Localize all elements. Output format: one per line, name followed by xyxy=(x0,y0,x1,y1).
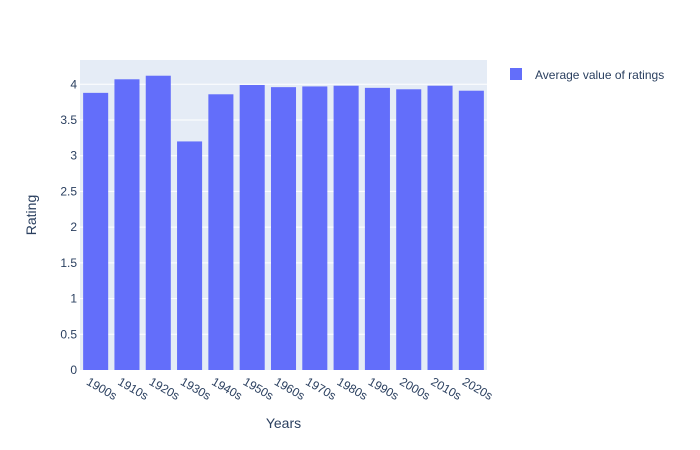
bars xyxy=(83,75,484,371)
bar-1930s[interactable] xyxy=(177,141,203,370)
x-tick-label: 2020s xyxy=(460,374,495,402)
y-tick-label: 2 xyxy=(70,220,77,234)
legend-swatch[interactable] xyxy=(510,68,522,80)
x-tick-label: 1990s xyxy=(366,374,401,402)
y-tick-label: 2.5 xyxy=(60,184,77,198)
y-tick-label: 1 xyxy=(70,292,77,306)
bar-1900s[interactable] xyxy=(83,92,109,370)
y-tick-label: 3 xyxy=(70,149,77,163)
y-tick-label: 1.5 xyxy=(60,256,77,270)
x-tick-label: 1970s xyxy=(303,374,338,402)
legend-label[interactable]: Average value of ratings xyxy=(535,68,664,82)
bar-1950s[interactable] xyxy=(239,85,265,370)
bar-1920s[interactable] xyxy=(145,75,171,370)
x-tick-label: 1930s xyxy=(178,374,213,402)
x-tick-label: 1940s xyxy=(209,374,244,402)
bar-1980s[interactable] xyxy=(333,85,359,370)
x-tick-label: 2000s xyxy=(397,374,432,402)
bar-2020s[interactable] xyxy=(458,90,484,370)
x-tick-label: 1920s xyxy=(147,374,182,402)
x-tick-label: 2010s xyxy=(429,374,464,402)
bar-2000s[interactable] xyxy=(396,89,422,371)
bar-1960s[interactable] xyxy=(270,87,297,371)
x-axis-title: Years xyxy=(266,415,301,431)
y-tick-label: 4 xyxy=(70,77,77,91)
bar-1990s[interactable] xyxy=(364,87,390,370)
x-tick-label: 1960s xyxy=(272,374,307,402)
x-tick-label: 1910s xyxy=(115,374,150,402)
bar-1910s[interactable] xyxy=(114,79,140,371)
bar-2010s[interactable] xyxy=(427,85,453,370)
x-axis-ticks: 1900s1910s1920s1930s1940s1950s1960s1970s… xyxy=(84,374,495,402)
bar-1970s[interactable] xyxy=(302,86,328,370)
y-tick-label: 0.5 xyxy=(60,327,77,341)
y-tick-label: 3.5 xyxy=(60,113,77,127)
legend[interactable]: Average value of ratings xyxy=(510,68,664,82)
y-axis-title: Rating xyxy=(23,195,39,235)
x-tick-label: 1950s xyxy=(241,374,276,402)
bar-1940s[interactable] xyxy=(208,94,234,371)
y-axis-ticks: 0 0.5 1 1.5 2 2.5 3 3.5 4 xyxy=(60,77,77,377)
x-tick-label: 1900s xyxy=(84,374,119,402)
y-tick-label: 0 xyxy=(70,363,77,377)
x-tick-label: 1980s xyxy=(335,374,370,402)
